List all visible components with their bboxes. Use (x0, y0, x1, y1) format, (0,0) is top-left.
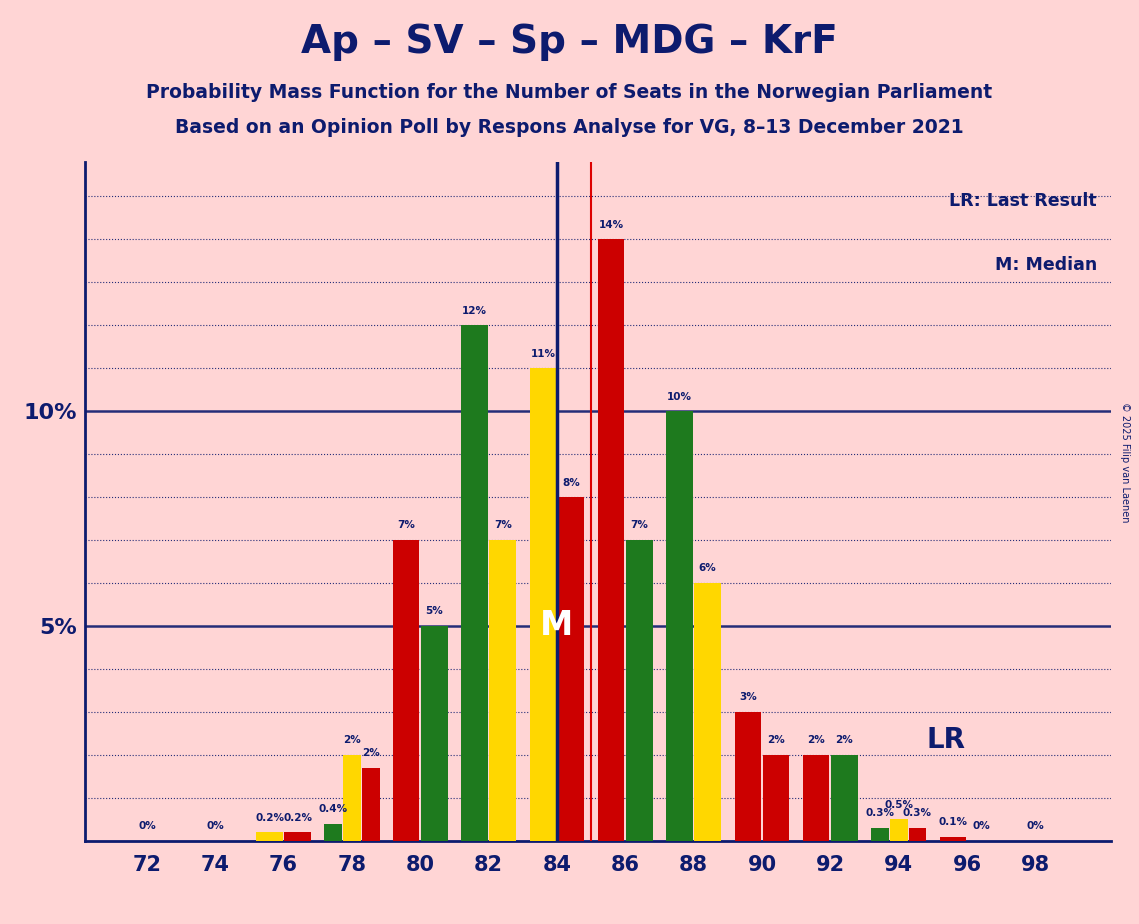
Bar (530, 368, 556, 841)
Bar (490, 540, 516, 841)
Bar (598, 239, 624, 841)
Text: Ap – SV – Sp – MDG – KrF: Ap – SV – Sp – MDG – KrF (301, 23, 838, 61)
Text: 11%: 11% (531, 348, 556, 359)
Text: 0%: 0% (973, 821, 990, 832)
Text: 8%: 8% (563, 478, 580, 488)
Bar (940, 836, 966, 841)
Bar (695, 583, 721, 841)
Bar (325, 823, 342, 841)
Bar (393, 540, 419, 841)
Text: 0.2%: 0.2% (255, 813, 284, 822)
Text: 2%: 2% (836, 736, 853, 746)
Bar (421, 626, 448, 841)
Text: Probability Mass Function for the Number of Seats in the Norwegian Parliament: Probability Mass Function for the Number… (147, 83, 992, 103)
Bar (909, 828, 926, 841)
Text: 7%: 7% (631, 520, 648, 530)
Text: 7%: 7% (398, 520, 415, 530)
Bar (735, 711, 761, 841)
Bar (803, 755, 829, 841)
Text: 0.4%: 0.4% (319, 804, 347, 814)
Text: 2%: 2% (768, 736, 785, 746)
Text: 2%: 2% (343, 736, 361, 746)
Text: 0%: 0% (206, 821, 224, 832)
Text: M: M (540, 610, 574, 642)
Bar (763, 755, 789, 841)
Text: 0.3%: 0.3% (903, 808, 932, 819)
Text: M: Median: M: Median (994, 256, 1097, 274)
Bar (871, 828, 888, 841)
Text: 5%: 5% (426, 606, 443, 616)
Text: 2%: 2% (362, 748, 379, 759)
Bar (666, 411, 693, 841)
Text: 0.5%: 0.5% (884, 800, 913, 810)
Text: © 2025 Filip van Laenen: © 2025 Filip van Laenen (1121, 402, 1130, 522)
Bar (558, 497, 584, 841)
Text: 7%: 7% (494, 520, 511, 530)
Bar (343, 755, 361, 841)
Text: 0%: 0% (138, 821, 156, 832)
Text: 10%: 10% (667, 392, 693, 402)
Bar (285, 833, 311, 841)
Bar (626, 540, 653, 841)
Bar (831, 755, 858, 841)
Text: 0.3%: 0.3% (866, 808, 894, 819)
Text: 14%: 14% (599, 220, 624, 230)
Bar (890, 820, 908, 841)
Text: 6%: 6% (699, 564, 716, 574)
Text: 0.1%: 0.1% (939, 817, 967, 827)
Text: 3%: 3% (739, 692, 756, 702)
Text: 0.2%: 0.2% (284, 813, 312, 822)
Text: 0%: 0% (1026, 821, 1044, 832)
Bar (362, 768, 379, 841)
Text: LR: LR (926, 726, 965, 754)
Text: Based on an Opinion Poll by Respons Analyse for VG, 8–13 December 2021: Based on an Opinion Poll by Respons Anal… (175, 118, 964, 138)
Text: 12%: 12% (462, 306, 487, 316)
Bar (256, 833, 282, 841)
Text: LR: Last Result: LR: Last Result (949, 192, 1097, 210)
Bar (461, 325, 487, 841)
Text: 2%: 2% (808, 736, 825, 746)
